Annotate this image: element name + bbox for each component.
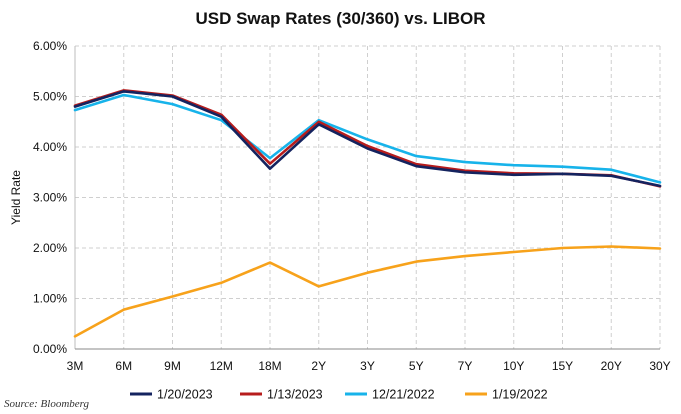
legend-label: 12/21/2022 [372, 388, 435, 402]
y-tick-label: 0.00% [33, 342, 67, 356]
y-tick-label: 4.00% [33, 140, 67, 154]
x-tick-label: 18M [258, 359, 281, 373]
x-tick-label: 30Y [649, 359, 670, 373]
source-note: Source: Bloomberg [4, 398, 90, 410]
x-tick-label: 5Y [409, 359, 424, 373]
x-tick-label: 3M [67, 359, 84, 373]
y-tick-label: 6.00% [33, 39, 67, 53]
legend-label: 1/20/2023 [157, 388, 213, 402]
x-tick-label: 6M [115, 359, 132, 373]
series-line-1-20-2023 [73, 90, 662, 188]
x-tick-label: 15Y [552, 359, 573, 373]
x-tick-label: 3Y [360, 359, 375, 373]
x-tick-label: 20Y [601, 359, 622, 373]
y-tick-label: 1.00% [33, 292, 67, 306]
y-axis-label: Yield Rate [9, 170, 23, 225]
x-tick-label: 10Y [503, 359, 524, 373]
y-tick-label: 5.00% [33, 90, 67, 104]
x-tick-label: 12M [210, 359, 233, 373]
chart-title: USD Swap Rates (30/360) vs. LIBOR [195, 9, 486, 28]
y-tick-label: 3.00% [33, 191, 67, 205]
series-line-12-21-2022 [73, 93, 662, 184]
x-tick-label: 7Y [458, 359, 473, 373]
x-tick-label: 2Y [311, 359, 326, 373]
x-tick-label: 9M [164, 359, 181, 373]
y-tick-label: 2.00% [33, 241, 67, 255]
legend-label: 1/13/2023 [267, 388, 323, 402]
series-line-1-19-2022 [73, 245, 662, 338]
legend-label: 1/19/2022 [492, 388, 548, 402]
